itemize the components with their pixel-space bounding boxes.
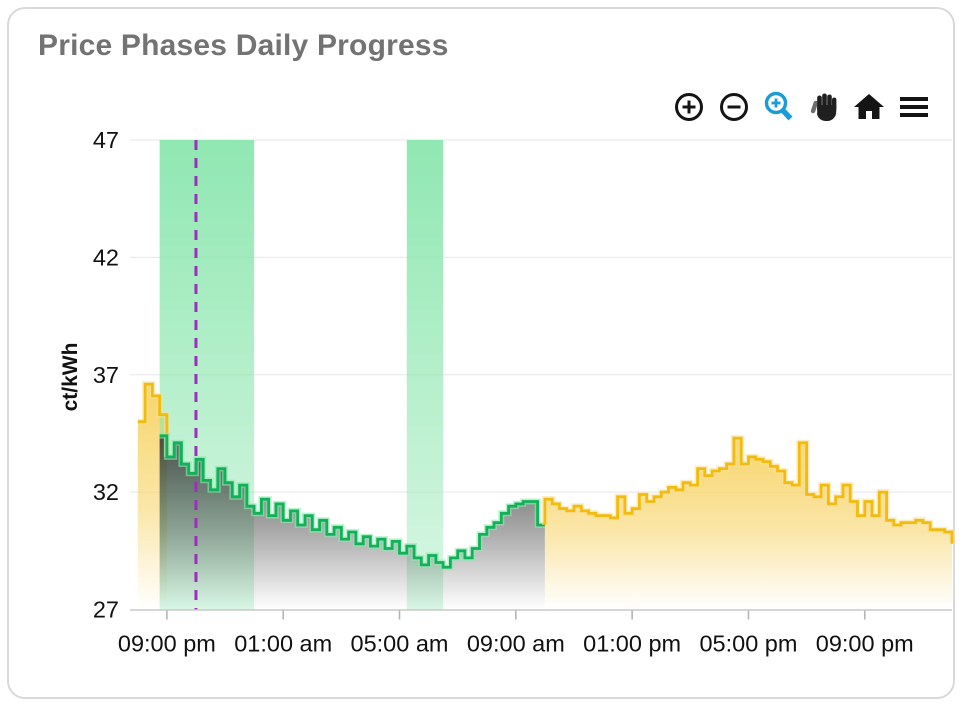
box-zoom-button[interactable] xyxy=(760,88,798,126)
y-axis-label: ct/kWh xyxy=(59,342,82,412)
chart-card: Price Phases Daily Progress xyxy=(7,7,955,699)
svg-text:01:00 pm: 01:00 pm xyxy=(583,631,681,657)
pan-button[interactable] xyxy=(805,88,843,126)
svg-text:05:00 am: 05:00 am xyxy=(351,631,449,657)
svg-text:05:00 pm: 05:00 pm xyxy=(699,631,797,657)
home-reset-button[interactable] xyxy=(850,88,888,126)
home-reset-icon xyxy=(854,94,884,119)
svg-text:09:00 pm: 09:00 pm xyxy=(118,631,216,657)
svg-text:09:00 am: 09:00 am xyxy=(467,631,565,657)
svg-text:37: 37 xyxy=(93,362,119,388)
svg-text:09:00 pm: 09:00 pm xyxy=(816,631,914,657)
svg-text:27: 27 xyxy=(93,597,119,623)
zoom-in-icon xyxy=(675,93,703,121)
zoom-in-button[interactable] xyxy=(670,88,708,126)
svg-text:01:00 am: 01:00 am xyxy=(234,631,332,657)
chart-toolbar xyxy=(670,88,933,126)
zoom-out-icon xyxy=(720,93,748,121)
page-title: Price Phases Daily Progress xyxy=(38,29,449,62)
menu-button[interactable] xyxy=(895,88,933,126)
box-zoom-icon xyxy=(764,91,793,121)
menu-icon xyxy=(900,97,928,117)
svg-text:32: 32 xyxy=(93,479,119,505)
price-chart[interactable]: 09:00 pm 01:00 am 05:00 am 09:00 am 01:00 pm… xyxy=(9,9,957,701)
zoom-out-button[interactable] xyxy=(715,88,753,126)
svg-text:47: 47 xyxy=(93,127,119,153)
svg-text:42: 42 xyxy=(93,244,119,270)
chart-area: 09:00 pm 01:00 am 05:00 am 09:00 am 01:00 pm… xyxy=(9,9,957,701)
pan-hand-icon xyxy=(810,93,837,121)
